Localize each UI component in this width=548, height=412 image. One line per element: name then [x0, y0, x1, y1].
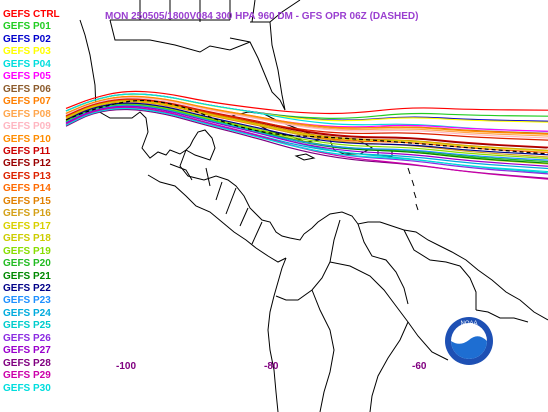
legend-item: GEFS P06 [3, 83, 51, 95]
legend-item: GEFS P05 [3, 71, 51, 83]
legend-item: GEFS P21 [3, 270, 51, 282]
noaa-logo: NOAA [445, 317, 493, 365]
lon-tick-label: -60 [412, 361, 427, 372]
legend-item: GEFS P29 [3, 370, 51, 382]
coastline-gulf [79, 19, 191, 159]
ensemble-contour-line [65, 100, 548, 152]
coastline-atlantic [269, 0, 301, 23]
legend-item: GEFS P10 [3, 133, 51, 145]
ensemble-contour-line [65, 97, 548, 139]
coastline-pacific-central [147, 174, 287, 263]
legend: GEFS CTRL GEFS P01 GEFS P02 GEFS P03 GEFS P0… [3, 9, 60, 395]
ensemble-contour-line [65, 95, 548, 135]
legend-item: GEFS P19 [3, 245, 51, 257]
legend-item: GEFS P25 [3, 320, 51, 332]
country-borders-south [275, 219, 529, 412]
legend-item: GEFS P17 [3, 220, 51, 232]
legend-item: GEFS P04 [3, 58, 51, 70]
coastline-central-america [179, 129, 305, 241]
ensemble-contour-line [65, 99, 548, 151]
ensemble-contour-line [65, 98, 548, 141]
legend-item: GEFS P11 [3, 145, 51, 157]
ensemble-contour-line [65, 107, 548, 173]
legend-item: GEFS P13 [3, 170, 51, 182]
legend-item: GEFS P22 [3, 282, 51, 294]
ensemble-contour-line [65, 90, 548, 115]
coastline-antilles [407, 167, 419, 211]
legend-item: GEFS P03 [3, 46, 51, 58]
legend-item: GEFS CTRL [3, 9, 60, 20]
coastline-florida [229, 21, 286, 111]
state-borders [110, 0, 270, 23]
gfs-opr-dashed-line [65, 100, 548, 155]
legend-item: GEFS P08 [3, 108, 51, 120]
legend-item: GEFS P14 [3, 183, 51, 195]
legend-item: GEFS P12 [3, 158, 51, 170]
legend-item: GEFS P09 [3, 121, 51, 133]
legend-item: GEFS P27 [3, 345, 51, 357]
coastline-south-america-west [267, 257, 287, 412]
legend-item: GEFS P07 [3, 96, 51, 108]
ensemble-contour-line [65, 105, 548, 167]
legend-item: GEFS P30 [3, 382, 51, 394]
legend-item: GEFS P28 [3, 357, 51, 369]
coastline-texas [109, 19, 251, 53]
legend-item: GEFS P26 [3, 332, 51, 344]
country-borders-central [169, 163, 263, 245]
coastline-jamaica [294, 153, 316, 161]
coastline-south-america [303, 211, 548, 321]
lon-tick-label: -100 [116, 361, 137, 372]
ensemble-contour-line [65, 102, 548, 156]
legend-item: GEFS P18 [3, 233, 51, 245]
legend-item: GEFS P15 [3, 195, 51, 207]
legend-item: GEFS P16 [3, 208, 51, 220]
legend-item: GEFS P23 [3, 295, 51, 307]
logo-text: NOAA [460, 321, 477, 327]
chart-title: MON 250505/1800V084 300 HPA 960 DM - GFS… [105, 11, 419, 22]
legend-item: GEFS P24 [3, 307, 51, 319]
ensemble-contours [65, 90, 548, 180]
legend-item: GEFS P01 [3, 21, 51, 33]
legend-item: GEFS P20 [3, 258, 51, 270]
ensemble-contour-line [65, 106, 548, 180]
legend-item: GEFS P02 [3, 33, 51, 45]
lon-tick-label: -80 [264, 361, 279, 372]
